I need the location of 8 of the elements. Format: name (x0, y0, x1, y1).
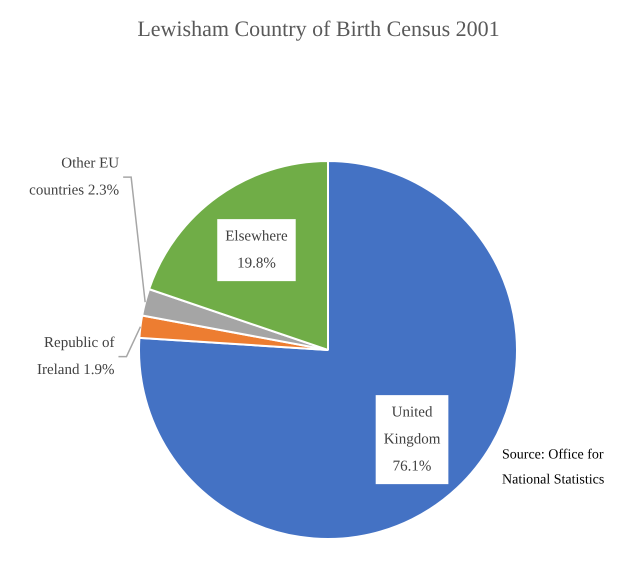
slice-label: Elsewhere (225, 228, 288, 245)
data-label: 76.1% (392, 458, 432, 475)
slice-label: Republic of Ireland 1.9% (36, 335, 114, 378)
slice-label: Other EU countries 2.3% (29, 156, 120, 199)
data-label: 19.8% (237, 256, 276, 272)
slice-label: United Kingdom (384, 404, 441, 448)
source-note: Source: Office for National Statistics (502, 448, 604, 488)
chart-title: Lewisham Country of Birth Census 2001 (136, 15, 501, 43)
